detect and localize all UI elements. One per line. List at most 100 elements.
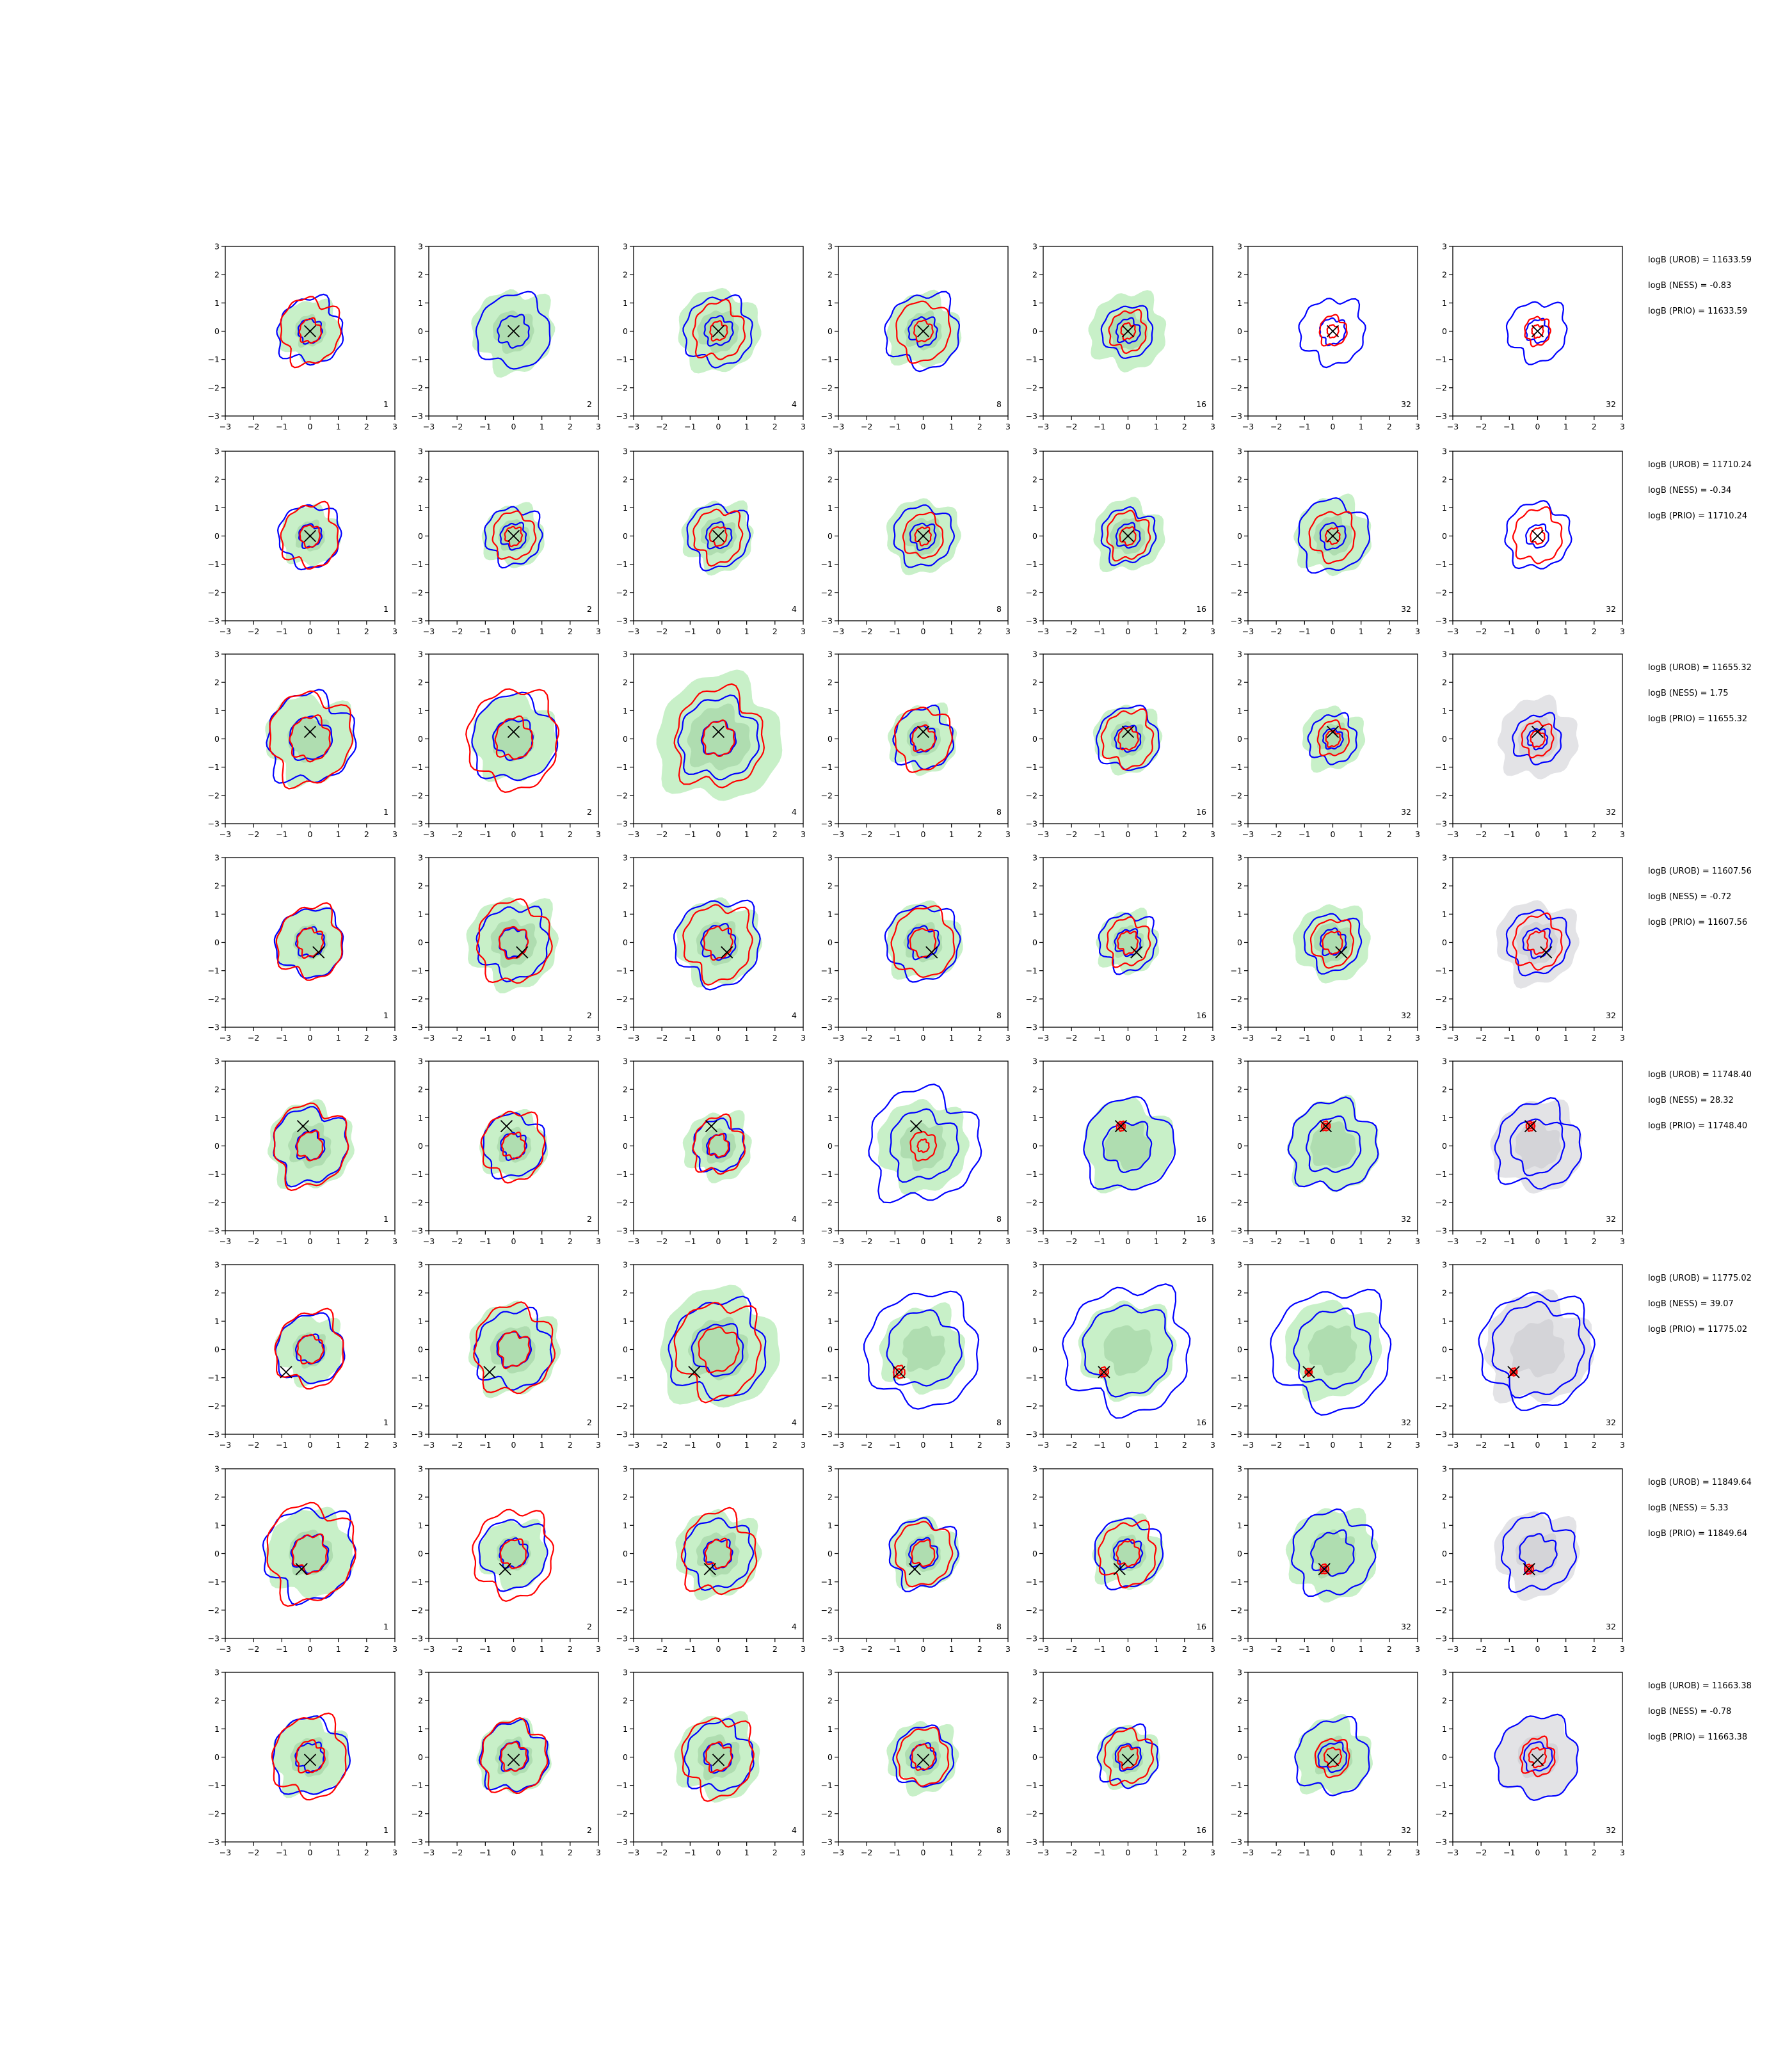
y-tick-label: −3	[821, 1430, 833, 1439]
blue-outer-contour	[1062, 1283, 1191, 1419]
y-tick-label: 0	[214, 1345, 220, 1354]
x-tick-label: 3	[596, 1236, 601, 1246]
x-tick-label: 3	[392, 1848, 397, 1857]
panel-count-label: 8	[996, 1418, 1002, 1427]
blue-outer-contour	[1500, 1512, 1578, 1594]
y-tick-label: −3	[412, 412, 423, 421]
blue-inner-contour	[909, 522, 937, 552]
y-tick-label: 3	[418, 447, 423, 456]
y-tick-label: 0	[1237, 1141, 1242, 1151]
red-outer-contour	[480, 1717, 548, 1795]
y-tick-label: 1	[623, 706, 628, 716]
x-tick-label: 3	[801, 829, 806, 839]
x-tick-label: −3	[1037, 1440, 1049, 1450]
x-tick-label: −3	[833, 1848, 844, 1857]
red-inner-contour	[1117, 1123, 1124, 1130]
y-tick-label: 1	[828, 1316, 833, 1326]
x-tick-label: −1	[684, 1644, 696, 1654]
x-tick-label: 2	[1592, 1644, 1597, 1654]
panel-r6-c3: −3−3 −2 −2 −1 −1 0 0 1 1 2 2 3 3 4	[616, 1260, 806, 1450]
y-tick-label: −3	[1026, 1837, 1037, 1847]
y-tick-label: 0	[1237, 734, 1242, 744]
x-tick-label: 1	[336, 1236, 341, 1246]
x-tick-label: −2	[861, 1644, 872, 1654]
panel-count-label: 2	[587, 1214, 592, 1224]
blue-outer-contour	[884, 904, 961, 983]
y-tick-label: 1	[623, 1724, 628, 1734]
red-outer-contour	[492, 510, 537, 561]
x-tick-label: 1	[1564, 829, 1569, 839]
y-tick-label: 0	[828, 531, 833, 541]
x-tick-label: 0	[1331, 1236, 1336, 1246]
y-tick-label: −2	[1026, 1197, 1037, 1207]
y-tick-label: −1	[1436, 355, 1447, 364]
x-tick-label: −1	[1094, 627, 1105, 636]
y-tick-label: −1	[412, 559, 423, 569]
x-tick-label: −3	[1037, 1848, 1049, 1857]
x-tick-label: −1	[1299, 1644, 1310, 1654]
true-value-marker	[507, 324, 520, 338]
x-tick-label: 3	[1005, 422, 1011, 431]
red-inner-contour	[1323, 1747, 1343, 1768]
y-tick-label: −1	[821, 1169, 833, 1179]
y-tick-label: −1	[821, 559, 833, 569]
y-tick-label: −2	[1231, 1197, 1242, 1207]
density-inner-fill	[1316, 722, 1348, 756]
x-tick-label: 1	[1564, 422, 1569, 431]
y-tick-label: 3	[1442, 1057, 1447, 1066]
y-tick-label: −3	[616, 1226, 628, 1236]
y-tick-label: −2	[208, 790, 220, 800]
red-inner-contour	[296, 927, 324, 959]
x-tick-label: 1	[1154, 422, 1159, 431]
true-value-marker	[1098, 1366, 1110, 1379]
panel-r5-c2: −3−3 −2 −2 −1 −1 0 0 1 1 2 2 3 3 2	[412, 1057, 601, 1247]
panel-count-label: 4	[792, 1825, 797, 1835]
y-tick-label: −3	[821, 412, 833, 421]
blue-inner-contour	[1526, 728, 1549, 751]
density-inner-fill	[687, 703, 751, 771]
y-tick-label: −2	[616, 1809, 628, 1818]
true-value-marker	[1326, 529, 1340, 543]
y-tick-label: −1	[208, 762, 220, 772]
x-tick-label: 0	[511, 1440, 516, 1450]
y-tick-label: 2	[1237, 1288, 1242, 1298]
y-tick-label: 3	[1237, 1260, 1242, 1270]
red-inner-contour	[1120, 322, 1137, 341]
red-outer-contour	[692, 1113, 746, 1175]
y-tick-label: −3	[821, 819, 833, 829]
y-tick-label: −2	[208, 994, 220, 1004]
row-stat-prio: logB (PRIO) = 11710.24	[1648, 511, 1747, 521]
y-tick-label: 2	[1237, 1492, 1242, 1502]
true-value-marker	[516, 946, 529, 959]
y-tick-label: 3	[418, 650, 423, 659]
true-value-marker	[1326, 725, 1340, 739]
x-tick-label: 3	[1210, 1440, 1215, 1450]
panel-count-label: 8	[996, 604, 1002, 614]
red-outer-contour	[1509, 1367, 1518, 1377]
y-tick-label: 2	[1032, 1492, 1037, 1502]
y-tick-label: 2	[1237, 678, 1242, 687]
red-outer-contour	[1106, 509, 1151, 562]
x-tick-label: −1	[479, 1848, 491, 1857]
y-tick-label: −3	[412, 1837, 423, 1847]
x-tick-label: −2	[1270, 1848, 1282, 1857]
row-stat-urob: logB (UROB) = 11633.59	[1648, 255, 1752, 265]
y-tick-label: −3	[412, 1226, 423, 1236]
x-tick-label: −2	[656, 1848, 668, 1857]
y-tick-label: 3	[623, 447, 628, 456]
red-outer-contour	[1318, 314, 1348, 347]
blue-outer-contour	[1098, 913, 1158, 975]
red-outer-contour	[1319, 1563, 1330, 1575]
y-tick-label: 3	[1237, 650, 1242, 659]
x-tick-label: −1	[1503, 1440, 1515, 1450]
y-tick-label: −3	[1231, 1837, 1242, 1847]
y-tick-label: 1	[828, 1521, 833, 1530]
blue-outer-contour	[682, 294, 753, 369]
x-tick-label: 1	[949, 422, 954, 431]
x-tick-label: 0	[1126, 1440, 1131, 1450]
y-tick-label: 2	[214, 1288, 220, 1298]
y-tick-label: 3	[623, 242, 628, 252]
y-tick-label: 2	[1442, 881, 1447, 891]
y-tick-label: 3	[214, 447, 220, 456]
x-tick-label: −2	[248, 627, 259, 636]
